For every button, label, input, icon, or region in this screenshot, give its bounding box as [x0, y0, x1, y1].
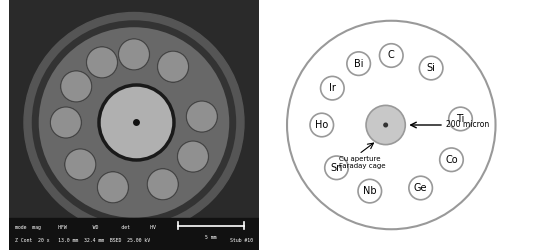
- Text: 5 mm: 5 mm: [205, 236, 216, 240]
- Circle shape: [50, 107, 82, 138]
- Text: Ho: Ho: [315, 120, 329, 130]
- Circle shape: [409, 176, 432, 200]
- Circle shape: [380, 44, 403, 67]
- Text: Ir: Ir: [329, 83, 336, 93]
- Circle shape: [440, 148, 463, 172]
- Text: 200 micron: 200 micron: [446, 120, 489, 130]
- Circle shape: [186, 101, 217, 132]
- Circle shape: [99, 85, 174, 160]
- Circle shape: [0, 0, 311, 250]
- Circle shape: [97, 172, 128, 203]
- Text: C: C: [388, 50, 395, 60]
- Circle shape: [134, 120, 139, 125]
- Circle shape: [118, 39, 150, 70]
- Text: Ge: Ge: [414, 183, 427, 193]
- Circle shape: [325, 156, 349, 180]
- Circle shape: [157, 51, 188, 82]
- Circle shape: [321, 76, 344, 100]
- Text: Co: Co: [445, 155, 458, 165]
- Circle shape: [147, 168, 178, 200]
- Circle shape: [61, 71, 92, 102]
- Circle shape: [358, 179, 382, 203]
- Circle shape: [347, 52, 371, 76]
- Text: Sn: Sn: [330, 163, 343, 173]
- Circle shape: [419, 56, 443, 80]
- Text: mode  mag      HFW         WD        det       HV: mode mag HFW WD det HV: [15, 225, 156, 230]
- Circle shape: [37, 25, 231, 220]
- Circle shape: [310, 113, 333, 137]
- Circle shape: [86, 47, 118, 78]
- Text: Ti: Ti: [456, 114, 465, 124]
- Circle shape: [384, 123, 388, 127]
- Circle shape: [64, 149, 96, 180]
- Circle shape: [177, 141, 208, 172]
- Text: Stub #10: Stub #10: [230, 238, 253, 243]
- Text: Cu aperture
Faraday cage: Cu aperture Faraday cage: [339, 156, 385, 170]
- Circle shape: [24, 12, 244, 232]
- Text: Bi: Bi: [354, 59, 364, 69]
- Bar: [9, 218, 259, 250]
- Circle shape: [449, 107, 472, 131]
- Text: Nb: Nb: [363, 186, 376, 196]
- Text: Si: Si: [427, 63, 436, 73]
- Circle shape: [366, 106, 405, 144]
- Text: Z Cont  20 x   13.0 mm  32.4 mm  BSED  25.00 kV: Z Cont 20 x 13.0 mm 32.4 mm BSED 25.00 k…: [15, 238, 150, 243]
